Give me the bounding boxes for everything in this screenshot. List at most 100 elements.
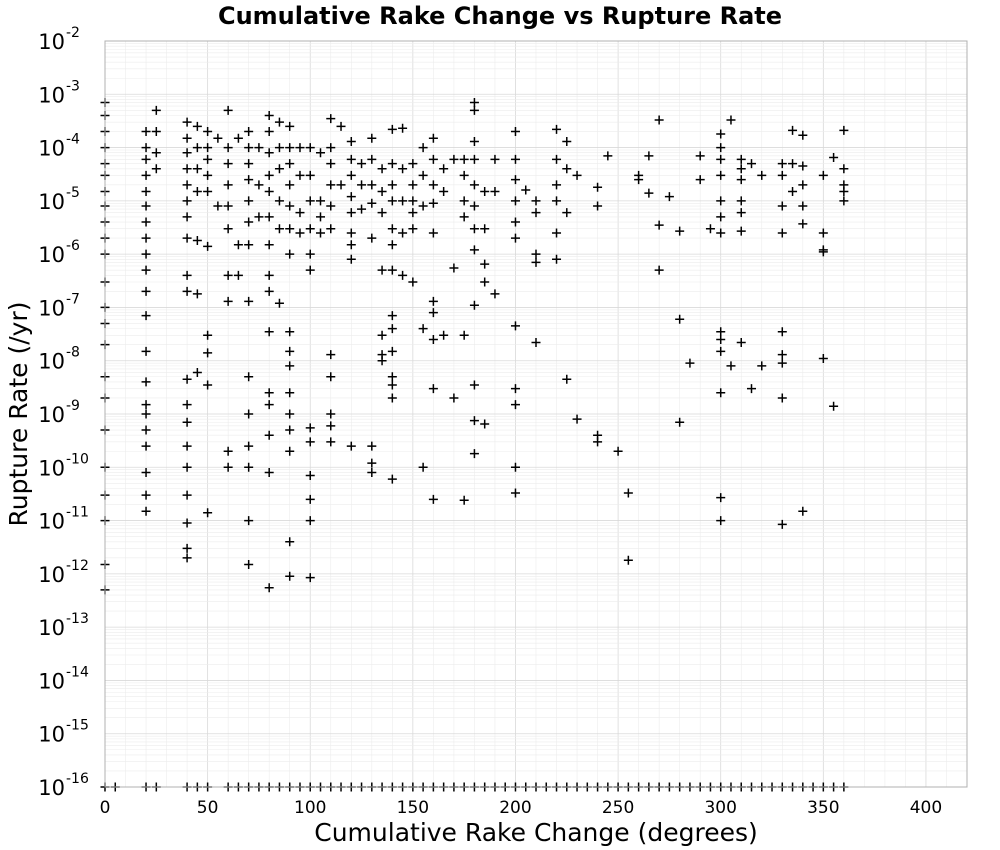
data-point <box>387 346 397 356</box>
data-point <box>398 123 408 133</box>
data-point <box>244 559 254 569</box>
data-point <box>705 224 715 234</box>
data-point <box>274 298 284 308</box>
data-point <box>326 350 336 360</box>
data-point <box>141 506 151 516</box>
data-point <box>151 148 161 158</box>
data-point <box>285 327 295 337</box>
data-point <box>747 159 756 169</box>
data-point <box>449 154 459 164</box>
data-point <box>264 148 274 158</box>
data-point <box>818 247 828 257</box>
data-point <box>367 180 377 190</box>
data-point <box>264 583 274 593</box>
data-point <box>510 154 520 164</box>
data-point <box>418 462 428 472</box>
data-point <box>141 409 151 419</box>
data-point <box>469 416 479 426</box>
data-point <box>223 270 233 280</box>
data-point <box>428 384 438 394</box>
data-point <box>829 401 839 411</box>
data-point <box>141 425 151 435</box>
data-point <box>757 361 767 371</box>
data-point <box>490 289 500 299</box>
data-point <box>203 241 213 251</box>
data-point <box>839 196 849 206</box>
data-point <box>408 277 418 287</box>
data-point <box>459 330 469 340</box>
data-point <box>305 224 315 234</box>
data-point <box>387 265 397 275</box>
data-point <box>367 198 377 208</box>
data-point <box>233 133 243 143</box>
data-point <box>408 208 418 218</box>
y-tick-label: 10 <box>38 403 65 427</box>
data-point <box>274 224 284 234</box>
data-point <box>141 311 151 321</box>
data-point <box>798 180 808 190</box>
data-point <box>552 154 562 164</box>
data-point <box>223 224 233 234</box>
data-point <box>521 185 531 195</box>
data-point <box>182 180 192 190</box>
data-point <box>182 518 192 528</box>
data-point <box>285 425 295 435</box>
x-tick-label: 250 <box>602 798 634 818</box>
data-point <box>777 327 787 337</box>
data-point <box>418 143 428 153</box>
data-point <box>408 180 418 190</box>
data-point <box>510 217 520 227</box>
data-point <box>387 311 397 321</box>
data-point <box>428 494 438 504</box>
data-point <box>716 346 726 356</box>
data-point <box>510 462 520 472</box>
data-point <box>316 228 325 238</box>
data-point <box>367 467 377 477</box>
data-point <box>192 164 202 174</box>
data-point <box>326 421 336 431</box>
data-point <box>480 277 490 287</box>
data-point <box>223 201 233 211</box>
data-point <box>428 133 438 143</box>
data-point <box>788 125 798 135</box>
data-point <box>387 124 397 134</box>
y-tick-exponent: -3 <box>66 78 80 94</box>
data-point <box>777 393 787 403</box>
data-point <box>233 240 243 250</box>
data-point <box>777 228 787 238</box>
x-tick-label: 300 <box>704 798 736 818</box>
data-point <box>326 114 336 124</box>
data-point <box>490 154 500 164</box>
data-point <box>151 105 161 115</box>
data-point <box>644 188 654 198</box>
data-point <box>439 186 449 196</box>
data-point <box>664 192 674 202</box>
data-point <box>203 127 213 137</box>
data-point <box>264 212 274 222</box>
data-point <box>213 133 223 143</box>
data-point <box>326 143 336 153</box>
data-point <box>788 186 798 196</box>
data-point <box>223 462 233 472</box>
data-point <box>182 462 192 472</box>
data-point <box>459 196 469 206</box>
data-point <box>716 335 726 345</box>
data-point <box>387 372 397 382</box>
data-point <box>716 143 726 153</box>
data-point <box>654 115 664 125</box>
data-point <box>716 388 726 398</box>
data-point <box>346 192 356 202</box>
data-point <box>182 133 192 143</box>
data-point <box>336 121 346 131</box>
data-point <box>449 393 459 403</box>
data-point <box>367 458 377 468</box>
chart-title: Cumulative Rake Change vs Rupture Rate <box>218 2 782 30</box>
data-point <box>510 196 520 206</box>
data-point <box>428 335 438 345</box>
y-tick-label: 10 <box>38 510 65 534</box>
data-point <box>531 249 541 259</box>
data-point <box>377 356 387 366</box>
data-point <box>736 337 746 347</box>
y-tick-label: 10 <box>38 243 65 267</box>
data-point <box>469 380 479 390</box>
